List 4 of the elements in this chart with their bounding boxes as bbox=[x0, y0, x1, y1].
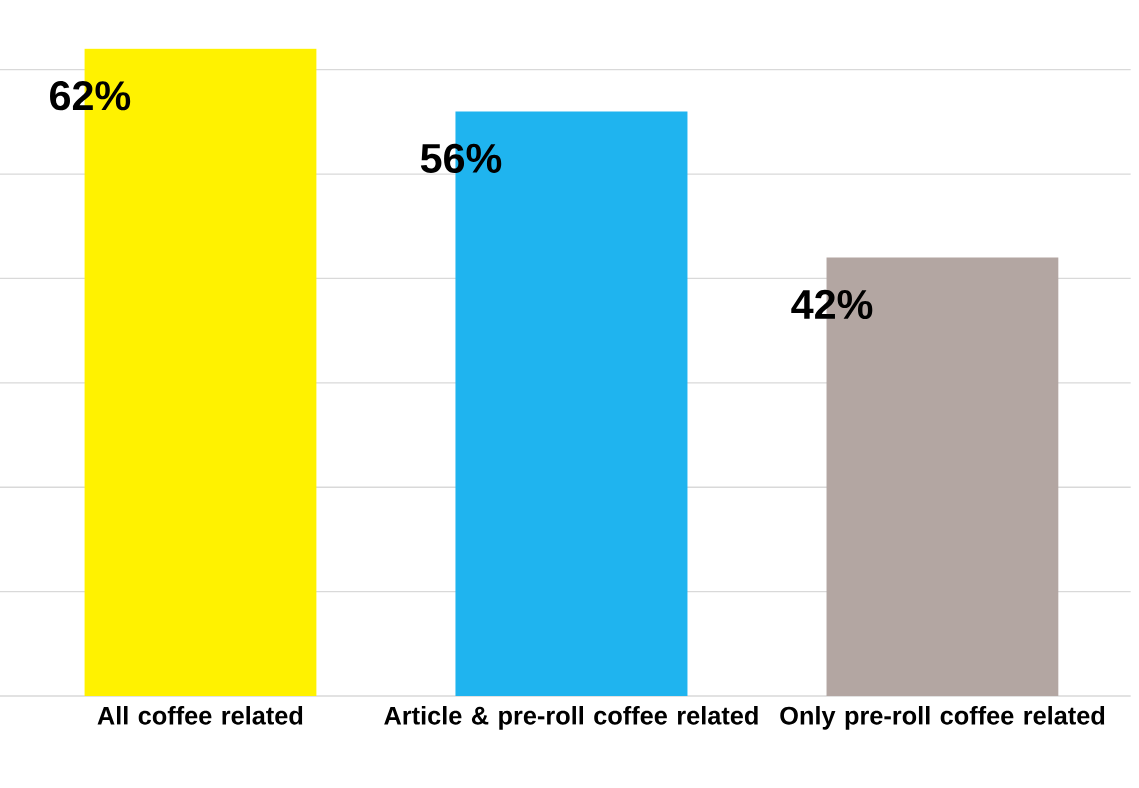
x-tick-label: Article & pre-roll coffee related bbox=[384, 706, 758, 730]
data-label: 42% bbox=[791, 289, 873, 320]
x-tick-label: Only pre-roll coffee related bbox=[780, 706, 1105, 730]
x-tick-label: All coffee related bbox=[97, 706, 303, 725]
